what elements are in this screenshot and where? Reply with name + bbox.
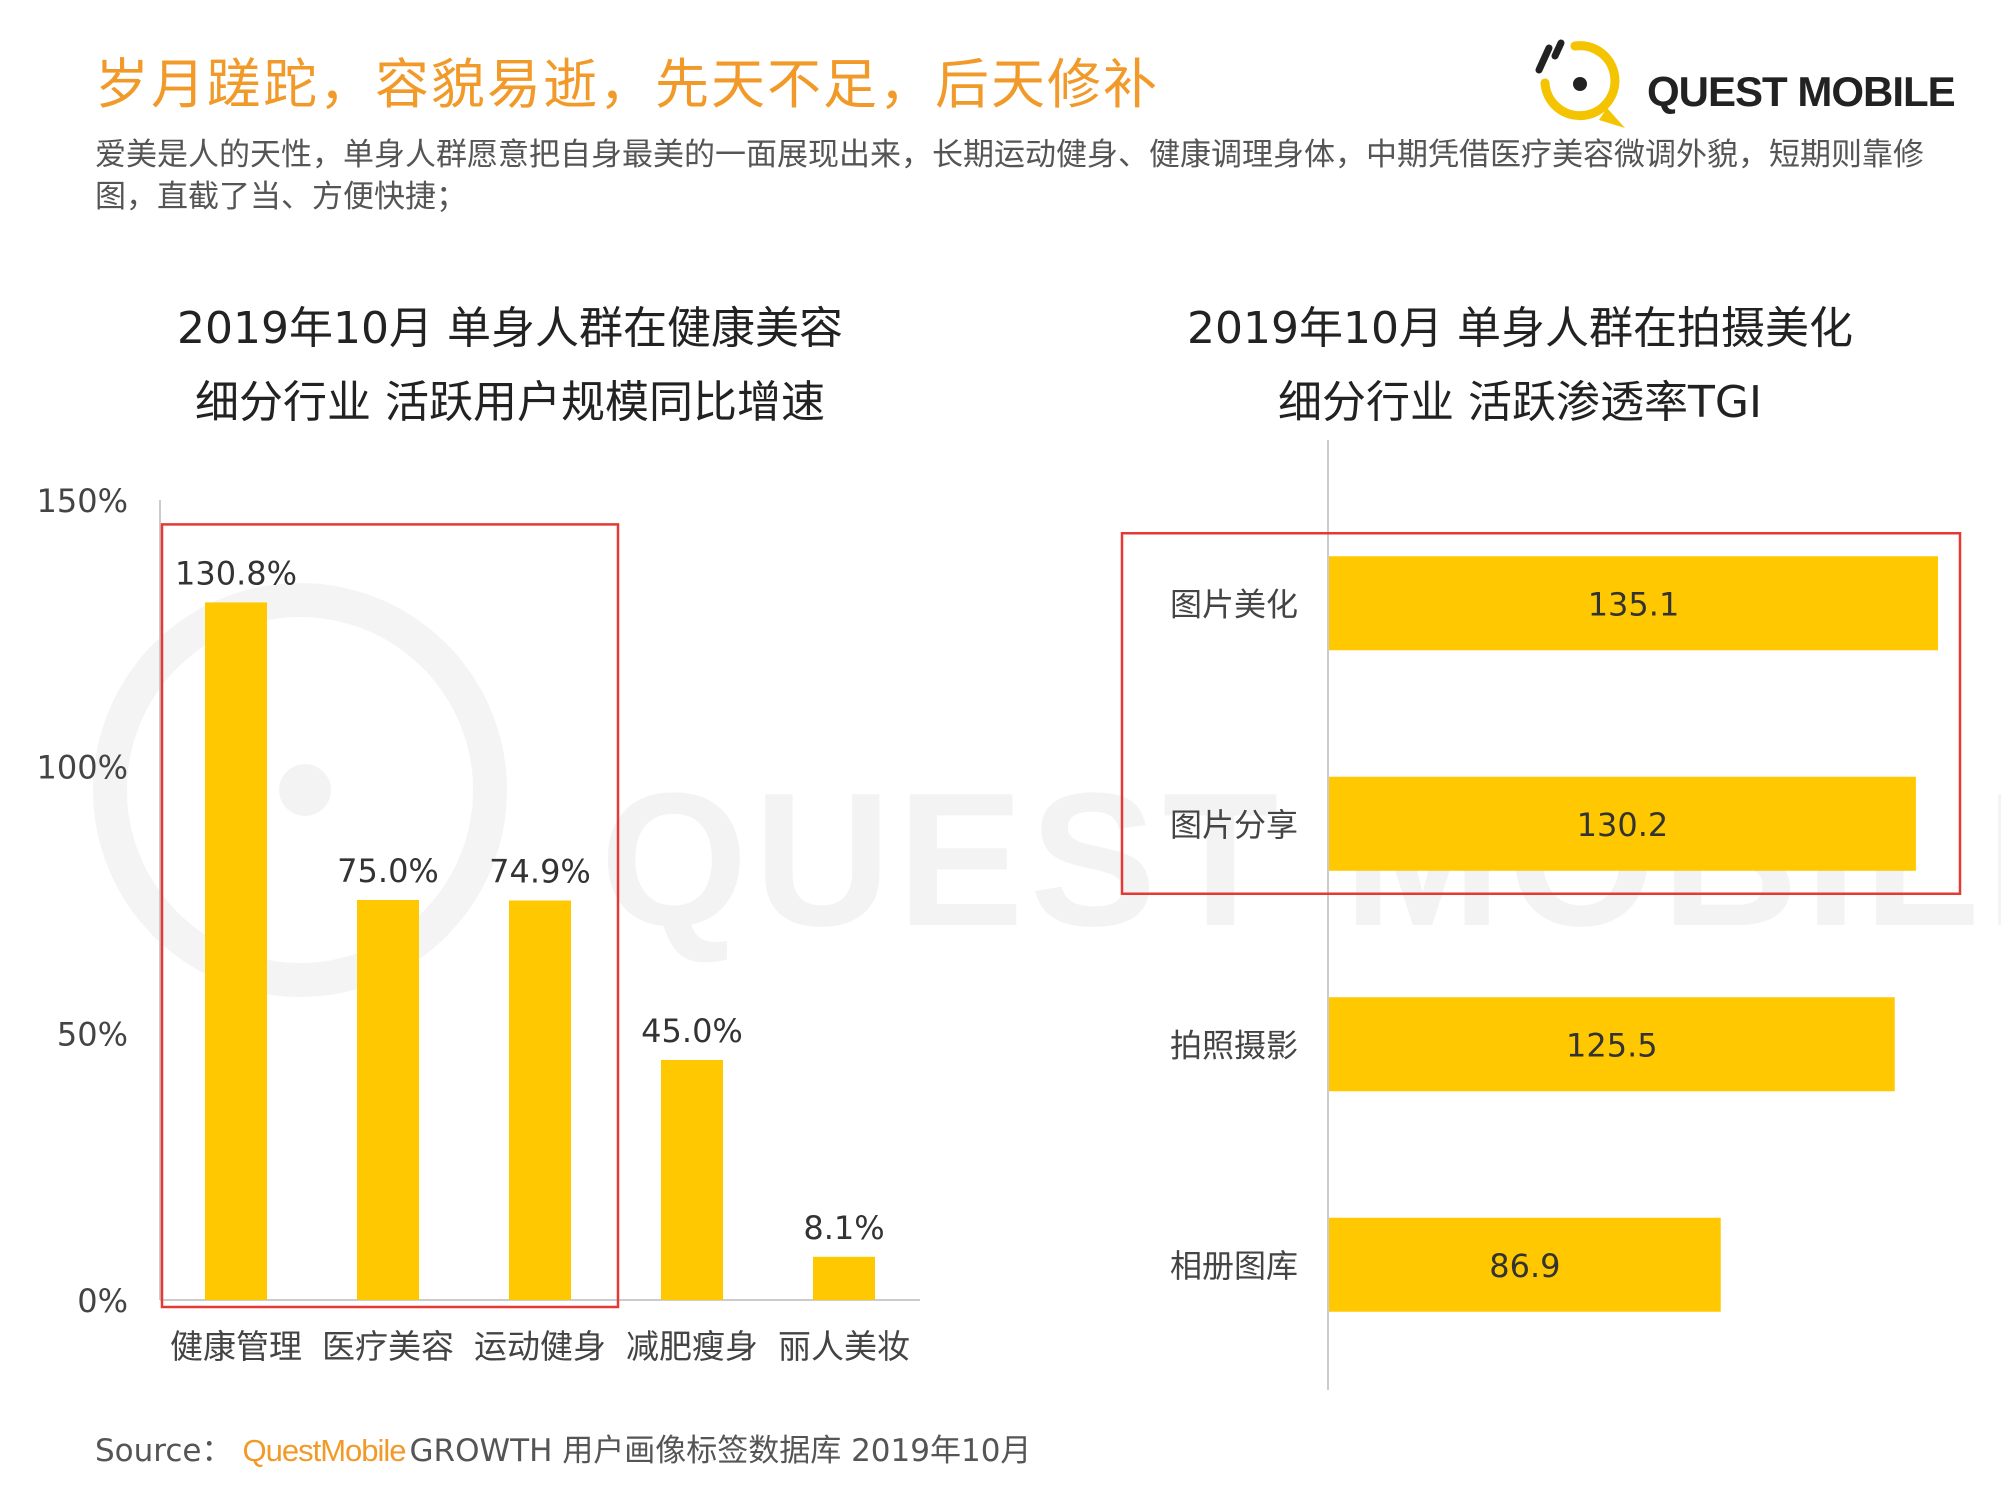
page-subtitle: 爱美是人的天性，单身人群愿意把自身最美的一面展现出来，长期运动健身、健康调理身体… bbox=[95, 137, 1924, 215]
left-y-tick-label: 0% bbox=[77, 1282, 128, 1320]
left-chart-title: 2019年10月 单身人群在健康美容 细分行业 活跃用户规模同比增速 bbox=[175, 292, 845, 440]
source-text: GROWTH 用户画像标签数据库 2019年10月 bbox=[409, 1433, 1032, 1469]
left-bar bbox=[205, 602, 267, 1300]
left-y-tick-label: 150% bbox=[37, 482, 128, 520]
left-highlight-box bbox=[160, 523, 620, 1309]
right-bar bbox=[1329, 1217, 1721, 1312]
logo-text: QUEST MOBILE bbox=[1647, 68, 1956, 115]
right-y-category-label: 图片美化 bbox=[1170, 585, 1298, 623]
left-x-category-label: 医疗美容 bbox=[322, 1327, 454, 1366]
left-bar-value-label: 130.8% bbox=[175, 554, 297, 592]
left-bar-value-label: 8.1% bbox=[803, 1209, 884, 1247]
left-x-category-label: 健康管理 bbox=[170, 1327, 302, 1366]
right-chart-title-line1: 2019年10月 单身人群在拍摄美化 bbox=[1187, 303, 1853, 354]
right-chart-title: 2019年10月 单身人群在拍摄美化 细分行业 活跃渗透率TGI bbox=[1185, 292, 1855, 440]
left-x-category-label: 减肥瘦身 bbox=[626, 1327, 758, 1366]
watermark-ring bbox=[93, 583, 507, 997]
right-bar-value-label: 135.1 bbox=[1588, 585, 1680, 623]
left-bar-value-label: 74.9% bbox=[489, 853, 591, 891]
right-bar-value-label: 125.5 bbox=[1566, 1026, 1658, 1064]
left-bar-chart: 0% 50% 100% 150% 130.8% 健康管理 75.0% 医疗美容 74.9% 运动健… bbox=[37, 482, 920, 1366]
watermark-dot bbox=[279, 764, 331, 816]
left-y-tick-label: 50% bbox=[57, 1015, 128, 1053]
right-bar bbox=[1329, 556, 1938, 651]
left-bar bbox=[357, 900, 419, 1300]
left-bar bbox=[813, 1256, 875, 1300]
left-bar bbox=[509, 900, 571, 1300]
left-y-tick-label: 100% bbox=[37, 749, 128, 787]
left-bar bbox=[661, 1060, 723, 1300]
right-y-category-label: 图片分享 bbox=[1170, 806, 1298, 844]
source-footer: Source： QuestMobile GROWTH 用户画像标签数据库 2019年… bbox=[95, 1425, 1031, 1470]
right-highlight-box bbox=[1120, 532, 1962, 895]
left-x-category-label: 丽人美妆 bbox=[778, 1327, 910, 1366]
left-chart-title-line1: 2019年10月 单身人群在健康美容 bbox=[177, 303, 843, 354]
right-bar-chart: 135.1 图片美化 130.2 图片分享 125.5 拍照摄影 86.9 相册图库 bbox=[1120, 440, 1962, 1390]
left-bar-value-label: 75.0% bbox=[337, 852, 439, 890]
left-x-category-label: 运动健身 bbox=[474, 1327, 606, 1366]
right-bar bbox=[1329, 776, 1916, 871]
right-bar bbox=[1329, 997, 1895, 1092]
right-y-category-label: 拍照摄影 bbox=[1170, 1026, 1298, 1064]
source-brand: QuestMobile bbox=[242, 1433, 406, 1468]
page-headline: 岁月蹉跎，容貌易逝，先天不足，后天修补 bbox=[95, 53, 1159, 116]
left-bar-value-label: 45.0% bbox=[641, 1012, 743, 1050]
questmobile-logo: QUEST MOBILE bbox=[1525, 28, 1956, 138]
source-label: Source： bbox=[95, 1433, 233, 1469]
right-bar-value-label: 86.9 bbox=[1489, 1247, 1560, 1285]
right-bar-value-label: 130.2 bbox=[1577, 806, 1669, 844]
right-chart-title-line2: 细分行业 活跃渗透率TGI bbox=[1278, 377, 1762, 428]
right-y-category-label: 相册图库 bbox=[1170, 1247, 1298, 1285]
left-chart-title-line2: 细分行业 活跃用户规模同比增速 bbox=[195, 377, 825, 428]
questmobile-logo-icon bbox=[1535, 39, 1625, 128]
